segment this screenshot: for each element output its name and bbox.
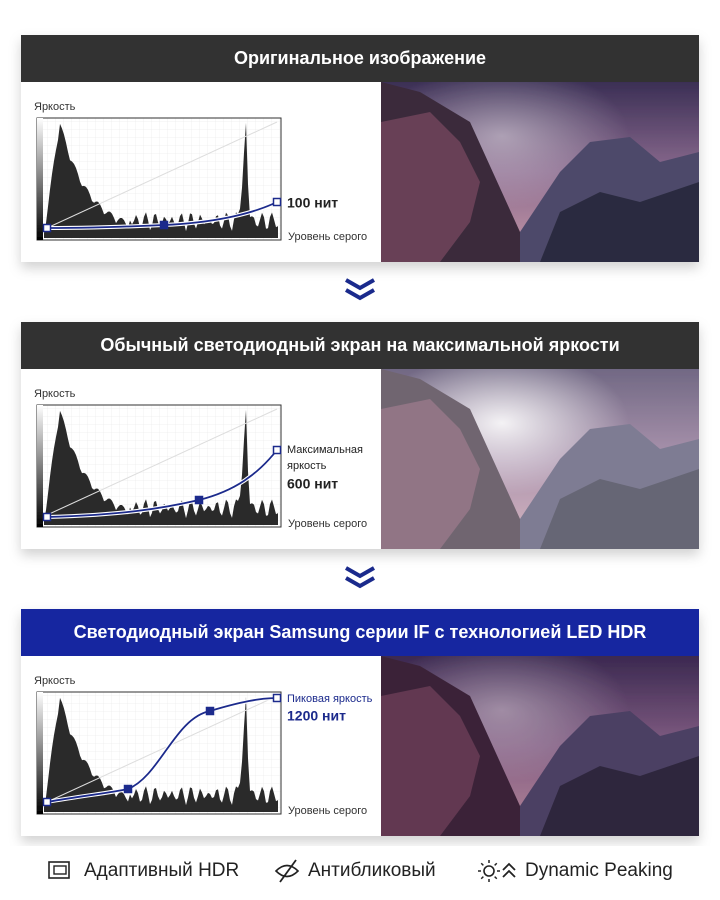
photo-mountain <box>381 112 480 262</box>
icon-peaking <box>502 862 516 878</box>
gray-strip <box>37 692 43 814</box>
x-axis-label: Уровень серого <box>288 231 367 243</box>
reference-line <box>46 121 278 229</box>
icon-peaking <box>480 862 484 866</box>
x-axis-label: Уровень серого <box>288 518 367 530</box>
panel-header <box>21 609 699 656</box>
feature-label: Антибликовый <box>308 860 436 881</box>
chevron <box>345 278 375 291</box>
y-axis-label: Яркость <box>34 101 76 113</box>
feature-label: Dynamic Peaking <box>525 860 673 881</box>
panel-header <box>21 322 699 369</box>
y-axis-label: Яркость <box>34 388 76 400</box>
reference-line <box>46 695 278 803</box>
peak-label: Максимальная <box>287 444 363 456</box>
curve-point <box>42 797 52 807</box>
peak-label: 600 нит <box>287 476 338 492</box>
curve-point <box>272 445 282 455</box>
graph: Яркость Максимальная яркость 600 нит Уровень… <box>34 369 699 549</box>
icon-antiglare <box>274 864 300 878</box>
curve-point <box>123 784 133 794</box>
panel: Оригинальное изображение Яркость 100 нит Ур… <box>21 35 699 262</box>
y-axis-label: Яркость <box>34 675 76 687</box>
panel-header <box>21 35 699 82</box>
histogram <box>44 409 278 525</box>
icon-peaking <box>494 876 498 880</box>
icon-antiglare <box>279 859 297 883</box>
curve-point <box>272 197 282 207</box>
icon-hdr <box>53 865 67 875</box>
chevron <box>345 576 375 589</box>
icon-peaking <box>494 862 498 866</box>
chevron <box>345 288 375 301</box>
chevron <box>345 566 375 579</box>
curve-point <box>205 706 215 716</box>
photo-mountain <box>540 182 699 262</box>
landscape-photo <box>381 369 699 549</box>
curve-point <box>194 495 204 505</box>
gray-strip <box>37 405 43 527</box>
photo-washout <box>381 369 699 549</box>
peak-label: 100 нит <box>287 195 338 211</box>
tone-curve <box>46 697 278 803</box>
panel-title: Обычный светодиодный экран на максимальн… <box>100 335 619 355</box>
peak-label: Пиковая яркость <box>287 693 373 705</box>
graph: Яркость 100 нит Уровень серого <box>34 82 699 262</box>
panel: Обычный светодиодный экран на максимальн… <box>21 322 699 549</box>
landscape-photo <box>381 82 699 262</box>
graph: Яркость Пиковая яркость 1200 нит Уровень се… <box>34 656 699 836</box>
photo-vivid <box>381 656 699 836</box>
peak-label: 1200 нит <box>287 708 346 724</box>
x-axis-label: Уровень серого <box>288 805 367 817</box>
icon-peaking <box>480 876 484 880</box>
panel-title: Светодиодный экран Samsung серии IF с те… <box>74 622 647 642</box>
peak-label: яркость <box>287 460 327 472</box>
curve-point <box>272 693 282 703</box>
icon-peaking <box>483 865 495 877</box>
gray-strip <box>37 118 43 240</box>
feature-label: Адаптивный HDR <box>84 860 239 881</box>
tone-curve <box>46 449 278 518</box>
icon-hdr <box>48 861 70 879</box>
curve-point <box>42 512 52 522</box>
panel: Светодиодный экран Samsung серии IF с те… <box>21 609 699 836</box>
features: Адаптивный HDR Антибликовый Dynamic Peakin… <box>48 859 673 883</box>
landscape-photo <box>381 656 699 836</box>
footer-shadow <box>0 846 720 900</box>
reference-line <box>46 408 278 516</box>
curve-point <box>159 220 169 230</box>
panel-title: Оригинальное изображение <box>234 48 486 68</box>
curve-point <box>42 223 52 233</box>
